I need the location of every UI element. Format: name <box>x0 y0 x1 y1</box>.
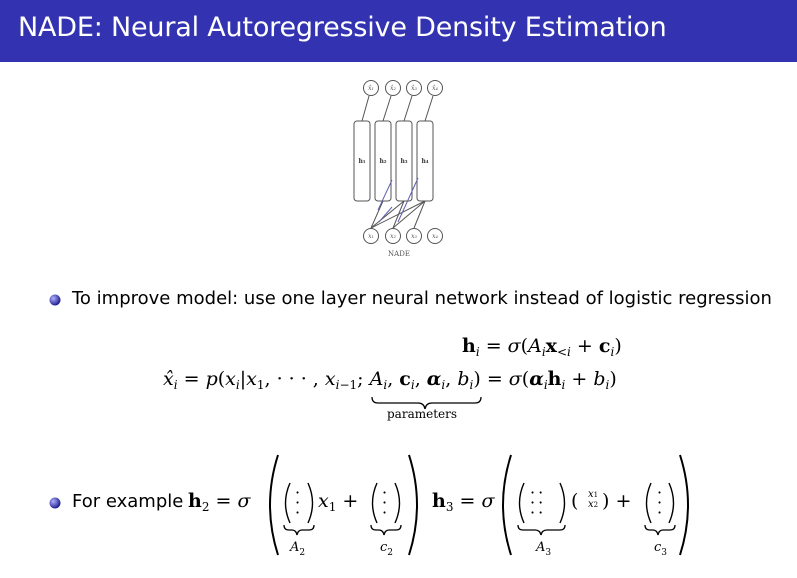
top-node-2 <box>385 80 401 96</box>
hidden-label-3: h₃ <box>401 158 408 165</box>
h2-big-paren-left <box>269 454 279 556</box>
h3-big-paren-left <box>502 454 512 556</box>
top-node-1 <box>363 80 379 96</box>
h2-term-x1: x1 + <box>318 490 359 514</box>
bottom-node-label-2: x₂ <box>390 233 396 240</box>
slide-title: NADE: Neural Autoregressive Density Esti… <box>18 12 667 43</box>
parameters-label: parameters <box>387 407 458 421</box>
h2-vector-a2: · · · <box>295 483 301 522</box>
bullet-marker-1 <box>49 294 61 306</box>
bottom-node-4 <box>427 228 443 244</box>
bottom-node-label-3: x₃ <box>411 233 417 240</box>
bullet-1-text: To improve model: use one layer neural n… <box>72 288 772 309</box>
bullet-2-text: For example <box>72 491 184 512</box>
a2-label: A2 <box>290 540 306 558</box>
bottom-node-label-1: x₁ <box>368 233 374 240</box>
title-bar: NADE: Neural Autoregressive Density Esti… <box>0 0 797 62</box>
top-node-label-3: x̂₃ <box>411 85 417 92</box>
parameters-underbrace <box>371 396 482 410</box>
bottom-node-label-4: x₄ <box>432 233 438 240</box>
top-node-label-1: x̂₁ <box>368 85 374 92</box>
bullet-marker-2 <box>49 497 61 509</box>
h3-big-paren-right <box>679 454 689 556</box>
h2-vector-c2: · · · <box>382 483 388 522</box>
bottom-node-2 <box>385 228 401 244</box>
h3-matrix-a3: ·· ·· ·· <box>530 483 547 522</box>
top-node-label-2: x̂₂ <box>390 85 396 92</box>
hidden-label-2: h₂ <box>380 158 387 165</box>
top-node-3 <box>406 80 422 96</box>
bottom-node-1 <box>363 228 379 244</box>
h3-open-paren: ( <box>571 490 579 512</box>
top-node-4 <box>427 80 443 96</box>
hidden-label-4: h₄ <box>422 158 429 165</box>
h2-big-paren-right <box>408 454 418 556</box>
h2-lhs: h2 = σ <box>188 490 251 514</box>
bottom-node-3 <box>406 228 422 244</box>
top-node-label-4: x̂₄ <box>432 85 438 92</box>
equation-conditional: x̂i = p(xi|x1, · · · , xi−1; Ai, ci, αi,… <box>163 368 617 392</box>
h3-vector-c3: · · · <box>657 483 663 522</box>
h3-close-paren-plus: ) + <box>602 490 632 512</box>
figure-caption: NADE <box>388 250 410 258</box>
c2-label: c2 <box>380 540 394 558</box>
equation-hidden-layer: hi = σ(Aix<i + ci) <box>462 335 622 359</box>
h3-lhs: h3 = σ <box>432 490 495 514</box>
h3-vector-x12: x1 x2 <box>588 489 599 510</box>
hidden-label-1: h₁ <box>359 158 366 165</box>
a3-label: A3 <box>536 540 552 558</box>
nade-diagram <box>353 80 443 244</box>
c3-label: c3 <box>654 540 668 558</box>
